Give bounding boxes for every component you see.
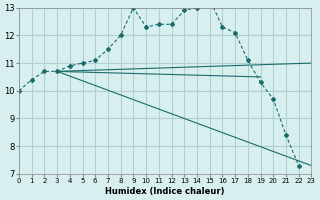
X-axis label: Humidex (Indice chaleur): Humidex (Indice chaleur) xyxy=(105,187,225,196)
